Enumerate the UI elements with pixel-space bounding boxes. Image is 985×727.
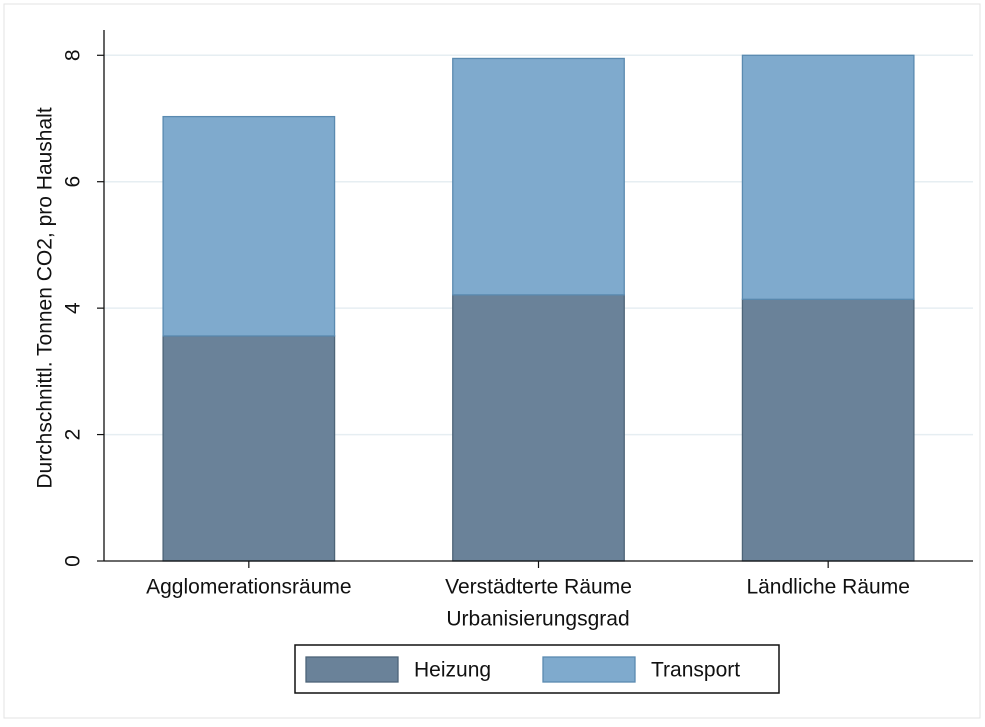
bar-segment (162, 115, 336, 337)
y-tick-label: 6 (62, 176, 85, 188)
x-tick-label: Verstädterte Räume (445, 576, 632, 599)
x-tick-label: Ländliche Räume (746, 576, 909, 599)
bar-segment (162, 335, 336, 562)
legend-swatch (305, 656, 399, 683)
legend-label: Heizung (414, 659, 491, 682)
y-tick-label: 8 (62, 49, 85, 61)
y-tick-label: 2 (62, 429, 85, 441)
bar-segment (452, 57, 625, 296)
bar-segment (741, 298, 915, 562)
y-tick-label: 0 (62, 555, 85, 567)
y-tick-label: 4 (62, 302, 85, 314)
y-axis-title: Durchschnittl. Tonnen CO2, pro Haushalt (34, 107, 57, 488)
x-axis-title: Urbanisierungsgrad (446, 608, 629, 631)
legend-swatch (542, 656, 636, 683)
bar-segment (741, 54, 915, 300)
legend-label: Transport (651, 659, 740, 682)
x-tick-label: Agglomerationsräume (146, 576, 351, 599)
bar-segment (452, 294, 625, 562)
